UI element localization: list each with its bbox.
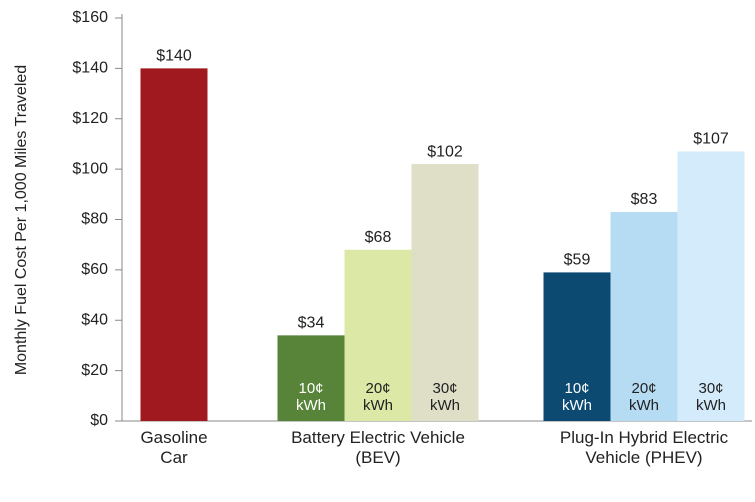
bar — [277, 335, 345, 421]
bar-label: 20¢ kWh — [363, 380, 393, 414]
bar — [344, 249, 412, 421]
x-tick-label: Gasoline Car — [140, 428, 208, 467]
y-tick-label: $0 — [90, 412, 108, 429]
y-tick-label: $40 — [81, 311, 108, 328]
y-tick-label: $120 — [72, 110, 108, 127]
value-label: $68 — [365, 229, 392, 246]
bar-label: 10¢ kWh — [296, 380, 326, 414]
x-tick-label: Plug-In Hybrid Electric Vehicle (PHEV) — [559, 428, 729, 467]
bar-label: 30¢ kWh — [430, 380, 460, 414]
bar-label: 20¢ kWh — [629, 380, 659, 414]
value-label: $102 — [427, 143, 463, 160]
y-tick-label: $100 — [72, 160, 108, 177]
bar — [543, 272, 611, 421]
bar — [610, 211, 678, 421]
bar-label: 10¢ kWh — [562, 380, 592, 414]
value-label: $83 — [631, 191, 658, 208]
value-label: $59 — [564, 252, 591, 269]
value-label: $107 — [693, 131, 729, 148]
bar — [140, 68, 208, 421]
y-tick-label: $60 — [81, 261, 108, 278]
value-label: $140 — [156, 48, 192, 65]
bar-label: 30¢ kWh — [696, 380, 726, 414]
value-label: $34 — [298, 315, 325, 332]
y-tick-label: $160 — [72, 9, 108, 26]
y-tick-label: $80 — [81, 211, 108, 228]
y-tick-label: $20 — [81, 362, 108, 379]
y-tick-label: $140 — [72, 60, 108, 77]
bar — [411, 164, 479, 421]
bar — [677, 151, 745, 421]
x-tick-label: Battery Electric Vehicle (BEV) — [291, 428, 465, 467]
y-axis-label: Monthly Fuel Cost Per 1,000 Miles Travel… — [13, 65, 30, 375]
